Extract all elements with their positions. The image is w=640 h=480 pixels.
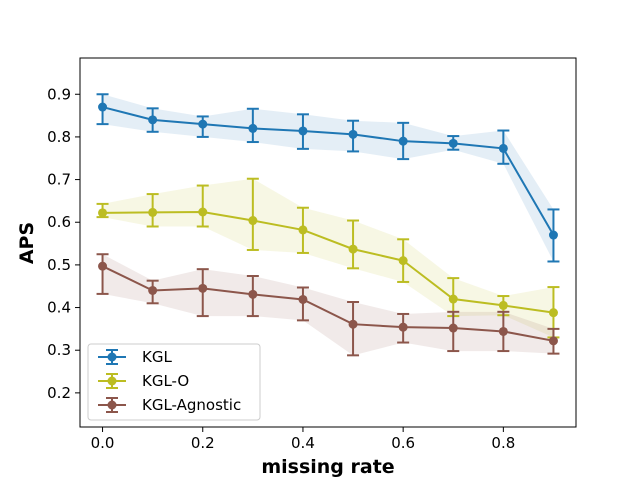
data-point bbox=[348, 244, 358, 254]
legend-label: KGL-Agnostic bbox=[142, 396, 241, 414]
x-tick-label: 0.6 bbox=[391, 434, 415, 452]
confidence-band-1 bbox=[102, 178, 554, 338]
data-point bbox=[498, 143, 508, 153]
data-point bbox=[448, 323, 458, 333]
data-point bbox=[448, 294, 458, 304]
data-point bbox=[198, 119, 208, 129]
y-tick-label: 0.9 bbox=[47, 85, 71, 103]
data-point bbox=[248, 216, 258, 226]
y-tick-label: 0.6 bbox=[47, 213, 71, 231]
data-point bbox=[398, 136, 408, 146]
data-point bbox=[498, 326, 508, 336]
y-axis-title: APS bbox=[16, 222, 38, 264]
legend-label: KGL-O bbox=[142, 372, 189, 390]
y-tick-label: 0.8 bbox=[47, 128, 71, 146]
data-point bbox=[98, 102, 108, 112]
y-tick-label: 0.4 bbox=[47, 299, 71, 317]
y-tick-label: 0.2 bbox=[47, 384, 71, 402]
x-tick-label: 0.2 bbox=[191, 434, 215, 452]
data-point bbox=[98, 208, 108, 218]
confidence-bands bbox=[102, 94, 554, 356]
plot-area-frame bbox=[79, 57, 577, 428]
legend: KGL KGL-O KGL-Agnostic bbox=[87, 343, 261, 421]
legend-label: KGL bbox=[142, 348, 172, 366]
x-tick-label: 0.0 bbox=[91, 434, 115, 452]
data-point bbox=[398, 322, 408, 332]
data-point bbox=[298, 225, 308, 235]
axis-ticks: 0.0 0.2 0.4 0.6 0.8 0.2 0.3 0.4 0.5 0.6 0.7 0.8 0.9 bbox=[47, 85, 515, 452]
data-point bbox=[148, 285, 158, 295]
data-point bbox=[548, 308, 558, 318]
confidence-band-2 bbox=[102, 254, 554, 356]
legend-marker bbox=[107, 400, 117, 410]
data-point bbox=[448, 138, 458, 148]
y-tick-label: 0.7 bbox=[47, 171, 71, 189]
series-lines bbox=[96, 93, 560, 357]
data-point bbox=[198, 283, 208, 293]
y-tick-label: 0.5 bbox=[47, 256, 71, 274]
series-line-0 bbox=[102, 106, 555, 236]
series-line-1 bbox=[102, 210, 554, 314]
legend-marker bbox=[107, 376, 117, 386]
data-point bbox=[148, 207, 158, 217]
x-tick-label: 0.8 bbox=[491, 434, 515, 452]
data-point bbox=[298, 294, 308, 304]
data-point bbox=[548, 230, 558, 240]
x-tick-label: 0.4 bbox=[291, 434, 315, 452]
x-axis-title: missing rate bbox=[261, 456, 394, 478]
legend-box bbox=[87, 343, 261, 421]
data-point bbox=[248, 123, 258, 133]
data-point bbox=[498, 300, 508, 310]
data-point bbox=[348, 129, 358, 139]
data-point bbox=[198, 207, 208, 217]
y-tick-label: 0.3 bbox=[47, 341, 71, 359]
series-line-2 bbox=[102, 265, 554, 342]
data-point bbox=[148, 115, 158, 125]
data-point bbox=[98, 261, 108, 271]
data-point bbox=[248, 289, 258, 299]
confidence-band-0 bbox=[102, 94, 554, 262]
data-point bbox=[398, 256, 408, 266]
legend-marker bbox=[107, 352, 117, 362]
data-point bbox=[348, 319, 358, 329]
data-point bbox=[298, 126, 308, 136]
data-point bbox=[548, 336, 558, 346]
